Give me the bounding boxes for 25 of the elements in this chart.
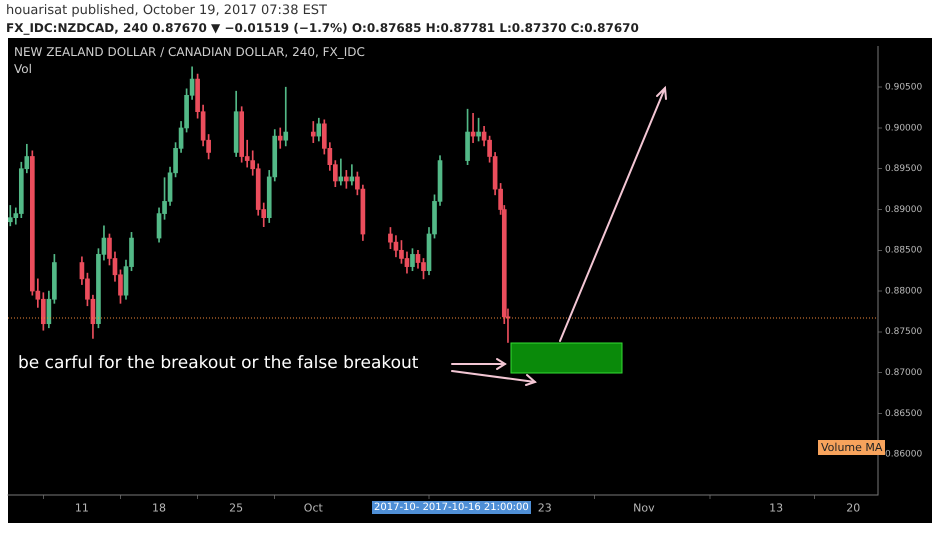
y-tick-label: 0.88000 xyxy=(885,286,922,296)
annotation: be carful for the breakout or the false breakout xyxy=(18,353,418,373)
y-tick-label: 0.86000 xyxy=(885,450,922,460)
x-tick-label: 11 xyxy=(74,501,89,514)
y-tick-label: 0.89500 xyxy=(885,164,922,174)
x-tick-label: 25 xyxy=(229,501,244,514)
y-tick-label: 0.90000 xyxy=(885,123,922,134)
x-tick-label: Nov xyxy=(633,501,656,514)
annotation: Volume MA xyxy=(818,440,886,455)
x-tick-label: 20 xyxy=(846,501,860,514)
y-tick-label: 0.86500 xyxy=(885,408,922,419)
y-tick-label: 0.89000 xyxy=(885,204,922,215)
y-tick-label: 0.87500 xyxy=(885,327,922,338)
x-tick-label: 13 xyxy=(769,501,784,514)
y-tick-label: 0.90500 xyxy=(885,82,922,93)
annotation: Vol xyxy=(14,62,32,76)
chart-title: FX_IDC:NZDCAD, 240 0.87670 ▼ −0.01519 (−1.7%) O:0.87685 H:0.87781 L:0.87370 C:0.87670 xyxy=(6,21,639,35)
y-tick-label: 0.88500 xyxy=(885,246,922,256)
y-tick-label: 0.87000 xyxy=(885,368,922,378)
x-tick-label: 18 xyxy=(152,501,166,514)
x-tick-label: Oct xyxy=(304,501,324,514)
x-tick-label: 23 xyxy=(538,501,552,514)
annotation: NEW ZEALAND DOLLAR / CANADIAN DOLLAR, 240, FX_IDC xyxy=(14,45,365,59)
text: 2017-10- 2017-10-16 21:00:00 xyxy=(372,501,531,514)
chart-subtitle: houarisat published, October 19, 2017 07:38 EST xyxy=(6,3,328,18)
